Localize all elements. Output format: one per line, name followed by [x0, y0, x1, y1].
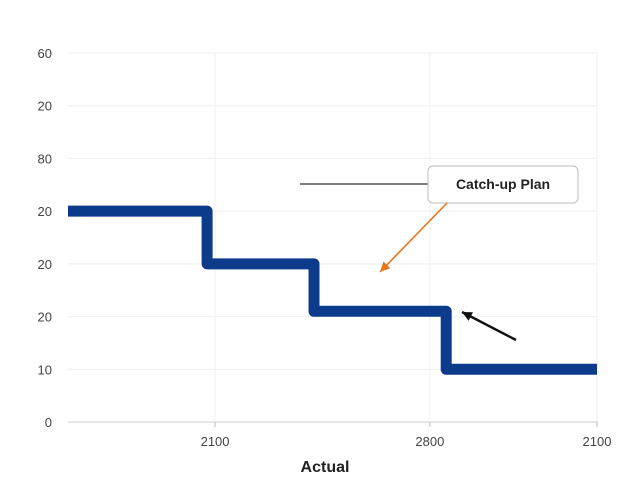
y-tick-label: 10 — [38, 362, 52, 377]
x-axis: 2100 2800 2100 — [201, 422, 612, 449]
x-tick-label: 2800 — [415, 434, 444, 449]
orange-arrow-icon — [379, 202, 448, 273]
x-tick-label: 2100 — [583, 434, 612, 449]
y-tick-label: 20 — [38, 204, 52, 219]
annotation-arrows — [379, 202, 517, 342]
grid — [68, 52, 598, 423]
y-tick-label: 20 — [38, 99, 52, 114]
y-tick-label: 60 — [38, 46, 52, 61]
y-tick-label: 80 — [38, 151, 52, 166]
y-tick-label: 20 — [38, 310, 52, 325]
callout-label: Catch-up Plan — [456, 176, 550, 192]
y-axis: 0 10 20 20 20 80 20 60 — [38, 46, 52, 430]
step-line-series — [68, 205, 597, 375]
y-tick-label: 20 — [38, 257, 52, 272]
black-arrow-icon — [461, 310, 517, 342]
y-tick-label: 0 — [45, 415, 52, 430]
callout-box — [427, 165, 579, 204]
x-tick-label: 2100 — [201, 434, 230, 449]
x-axis-label: Actual — [301, 459, 350, 476]
